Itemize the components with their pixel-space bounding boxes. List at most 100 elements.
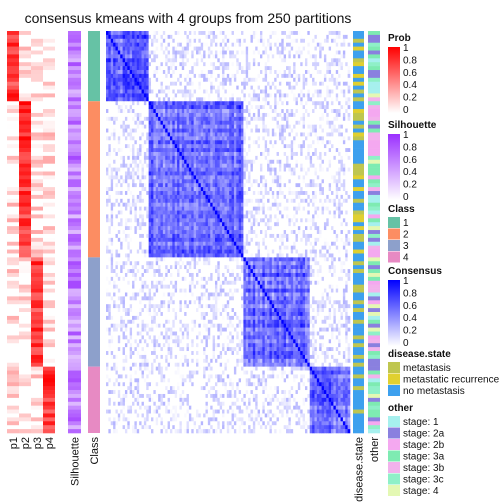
consensus-cell [238, 58, 242, 63]
prob-cell [31, 31, 43, 36]
consensus-cell [110, 62, 114, 67]
consensus-cell [231, 175, 235, 180]
consensus-cell [148, 101, 152, 106]
consensus-cell [331, 73, 334, 79]
consensus-cell [179, 31, 183, 36]
consensus-cell [174, 116, 178, 122]
consensus-cell [297, 167, 301, 172]
prob-cell [7, 401, 19, 406]
consensus-cell [196, 136, 199, 141]
consensus-cell [153, 42, 157, 47]
consensus-cell [210, 144, 213, 149]
prob-cell [7, 347, 19, 352]
consensus-cell [143, 58, 147, 63]
prob-cell [31, 233, 43, 239]
consensus-cell [316, 42, 320, 47]
consensus-cell [278, 167, 282, 172]
consensus-cell [151, 191, 154, 196]
consensus-cell [108, 54, 112, 59]
consensus-cell [203, 66, 206, 71]
consensus-cell [290, 140, 294, 145]
consensus-cell [328, 85, 332, 90]
consensus-cell [203, 120, 206, 125]
consensus-cell [205, 42, 209, 47]
consensus-cell [276, 46, 280, 51]
consensus-cell [288, 62, 292, 67]
consensus-cell [141, 73, 145, 79]
consensus-cell [167, 89, 171, 94]
consensus-cell [342, 171, 346, 176]
consensus-cell [276, 144, 280, 149]
consensus-cell [115, 140, 119, 145]
consensus-cell [262, 66, 266, 71]
consensus-cell [193, 97, 197, 102]
consensus-cell [169, 77, 173, 83]
consensus-cell [169, 34, 173, 40]
consensus-cell [241, 93, 244, 98]
consensus-cell [262, 148, 266, 153]
consensus-cell [243, 183, 247, 188]
consensus-cell [124, 155, 128, 161]
consensus-cell [177, 187, 180, 192]
consensus-cell [233, 34, 237, 40]
consensus-cell [259, 42, 263, 47]
prob-cell [43, 73, 55, 79]
consensus-cell [113, 179, 116, 184]
consensus-cell [238, 109, 242, 114]
consensus-cell [250, 167, 254, 172]
consensus-cell [134, 163, 138, 168]
consensus-cell [146, 38, 149, 44]
consensus-cell [323, 171, 327, 176]
consensus-cell [245, 151, 249, 157]
consensus-cell [134, 167, 138, 172]
consensus-cell [309, 116, 313, 122]
consensus-cell [141, 194, 145, 200]
consensus-cell [181, 42, 185, 47]
consensus-cell [110, 120, 114, 125]
consensus-cell [143, 54, 147, 59]
silhouette-cell [68, 70, 81, 75]
consensus-cell [248, 105, 251, 110]
consensus-cell [297, 85, 301, 90]
consensus-cell [283, 77, 287, 83]
consensus-cell [222, 81, 225, 86]
consensus-cell [288, 183, 292, 188]
consensus-cell [136, 89, 140, 94]
consensus-cell [151, 128, 154, 133]
silhouette-cell [68, 331, 81, 336]
consensus-cell [297, 101, 301, 106]
consensus-cell [321, 155, 325, 161]
consensus-cell [276, 58, 280, 63]
consensus-cell [117, 101, 121, 106]
consensus-cell [274, 77, 277, 83]
consensus-cell [293, 85, 296, 90]
consensus-cell [241, 167, 244, 172]
consensus-cell [347, 151, 351, 157]
consensus-cell [345, 70, 348, 75]
consensus-cell [314, 38, 318, 44]
consensus-cell [115, 112, 119, 118]
prob-cell [31, 148, 43, 153]
consensus-cell [122, 179, 126, 184]
prob-cell [7, 284, 19, 289]
consensus-cell [124, 175, 128, 180]
consensus-cell [302, 183, 306, 188]
consensus-cell [231, 73, 235, 79]
consensus-cell [245, 66, 249, 71]
consensus-cell [302, 128, 306, 133]
consensus-cell [312, 58, 315, 63]
consensus-cell [342, 124, 346, 129]
consensus-cell [241, 42, 244, 47]
consensus-cell [188, 70, 192, 75]
consensus-cell [165, 148, 168, 153]
consensus-cell [241, 116, 244, 122]
consensus-cell [297, 105, 301, 110]
consensus-cell [226, 194, 230, 200]
consensus-cell [281, 89, 284, 94]
consensus-cell [129, 101, 133, 106]
consensus-cell [323, 187, 327, 192]
consensus-cell [264, 124, 268, 129]
consensus-cell [184, 194, 187, 200]
consensus-cell [338, 81, 341, 86]
consensus-cell [219, 58, 223, 63]
